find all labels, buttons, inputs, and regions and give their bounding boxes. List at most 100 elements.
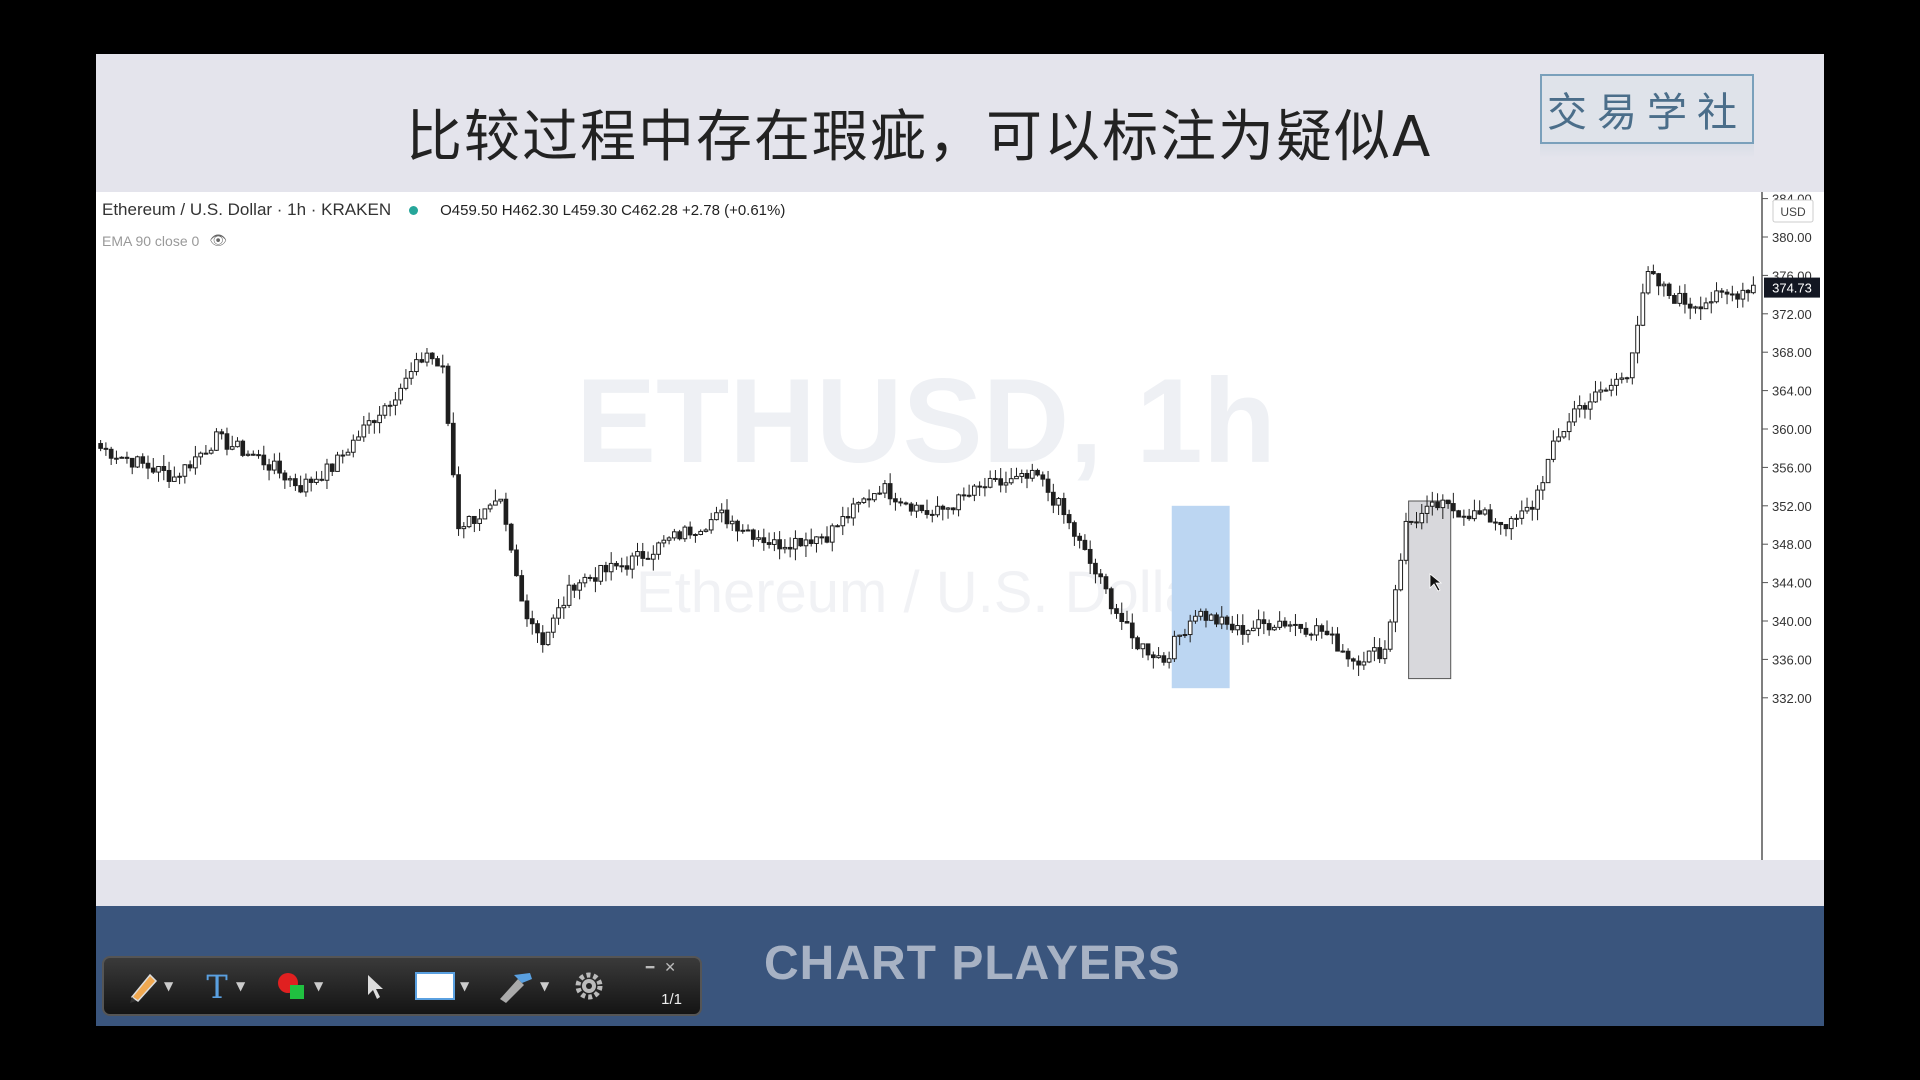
candle bbox=[819, 533, 825, 545]
candlestick-chart[interactable]: ETHUSD, 1h Ethereum / U.S. Dollar 384.00… bbox=[96, 192, 1824, 860]
candle bbox=[1577, 395, 1583, 418]
hidden-eye-icon[interactable]: 👁︎ bbox=[209, 232, 228, 248]
candle bbox=[1366, 650, 1372, 664]
candle bbox=[256, 449, 261, 459]
candle bbox=[1293, 614, 1298, 637]
candle bbox=[1019, 469, 1025, 484]
candle bbox=[277, 452, 282, 479]
candle bbox=[319, 470, 325, 482]
candle bbox=[1061, 492, 1067, 524]
candle bbox=[693, 533, 698, 543]
text-tool[interactable]: T ▼ bbox=[202, 966, 245, 1006]
candle bbox=[850, 497, 856, 526]
candle bbox=[550, 614, 556, 639]
candle bbox=[1351, 657, 1356, 670]
highlight-box[interactable] bbox=[1171, 505, 1230, 689]
minimize-icon[interactable]: ━ bbox=[645, 960, 665, 976]
chevron-down-icon[interactable]: ▼ bbox=[540, 979, 550, 993]
candle bbox=[1282, 617, 1288, 629]
symbol-label[interactable]: Ethereum / U.S. Dollar · 1h · KRAKEN bbox=[102, 200, 392, 219]
candle bbox=[214, 428, 219, 451]
candle bbox=[708, 512, 714, 534]
window-controls[interactable]: ━✕ bbox=[646, 960, 686, 976]
candle bbox=[1287, 621, 1293, 632]
candle bbox=[177, 472, 182, 485]
candle bbox=[698, 529, 704, 536]
candle bbox=[1240, 614, 1246, 645]
indicator-name[interactable]: EMA 90 close 0 bbox=[102, 232, 200, 249]
candle bbox=[1087, 540, 1093, 575]
candle bbox=[450, 412, 456, 478]
candle bbox=[782, 539, 788, 554]
chart-panel[interactable]: ETHUSD, 1h Ethereum / U.S. Dollar 384.00… bbox=[96, 192, 1824, 860]
chevron-down-icon[interactable]: ▼ bbox=[314, 979, 324, 993]
candle bbox=[1214, 612, 1219, 628]
candle bbox=[872, 493, 877, 503]
candle bbox=[593, 567, 598, 593]
candle bbox=[182, 464, 188, 484]
candle bbox=[1119, 602, 1125, 630]
candle bbox=[1093, 558, 1098, 584]
candle bbox=[340, 449, 346, 464]
candle bbox=[640, 542, 646, 567]
candle bbox=[1298, 623, 1304, 634]
chevron-down-icon[interactable]: ▼ bbox=[460, 979, 470, 993]
chevron-down-icon[interactable]: ▼ bbox=[164, 979, 174, 993]
candle bbox=[403, 369, 409, 391]
candle bbox=[361, 415, 367, 442]
candle bbox=[435, 355, 440, 367]
chevron-down-icon[interactable]: ▼ bbox=[236, 979, 246, 993]
candle bbox=[1493, 518, 1498, 531]
candle bbox=[1072, 520, 1077, 546]
candle bbox=[198, 451, 203, 465]
candle bbox=[514, 544, 519, 577]
pointer-icon bbox=[368, 975, 383, 999]
candle bbox=[672, 528, 677, 541]
candle bbox=[1751, 276, 1756, 295]
pen-tool[interactable]: ▼ bbox=[126, 966, 173, 1006]
brand-logo: 交易学社 bbox=[1540, 74, 1754, 144]
candle bbox=[598, 564, 604, 585]
rectangle-tool[interactable]: ▼ bbox=[414, 966, 469, 1006]
candle bbox=[1382, 640, 1388, 664]
candle bbox=[203, 445, 209, 455]
candle bbox=[293, 473, 298, 491]
candle bbox=[1703, 297, 1709, 310]
pointer-tool[interactable] bbox=[364, 966, 386, 1006]
annotation-toolbar[interactable]: ▼ T ▼ ▼ bbox=[102, 956, 702, 1016]
candle bbox=[998, 468, 1004, 493]
candle bbox=[1303, 622, 1309, 638]
price-tick-label: 336.00 bbox=[1772, 652, 1812, 667]
color-tool[interactable]: ▼ bbox=[274, 966, 323, 1006]
candle bbox=[882, 480, 888, 499]
candle bbox=[845, 507, 851, 524]
pen-icon bbox=[130, 973, 158, 1003]
candle bbox=[1524, 497, 1530, 514]
candle bbox=[577, 579, 582, 600]
mouse-cursor-icon bbox=[1429, 573, 1443, 592]
candle bbox=[1040, 471, 1046, 487]
candle bbox=[798, 537, 804, 547]
candle bbox=[1477, 500, 1483, 515]
candle bbox=[993, 470, 998, 482]
currency-box[interactable] bbox=[1772, 199, 1814, 223]
close-icon[interactable]: ✕ bbox=[664, 960, 686, 976]
highlight-box[interactable] bbox=[1408, 500, 1452, 680]
candle bbox=[919, 504, 925, 514]
candle bbox=[445, 363, 451, 427]
candle bbox=[1372, 636, 1377, 662]
candle bbox=[603, 561, 609, 582]
candle bbox=[1235, 614, 1240, 636]
settings-tool[interactable] bbox=[572, 966, 606, 1006]
watermark-subtitle: Ethereum / U.S. Dollar bbox=[636, 560, 1216, 625]
candle bbox=[282, 470, 288, 489]
eraser-tool[interactable]: ▼ bbox=[496, 966, 549, 1006]
candle bbox=[1319, 623, 1325, 639]
candle bbox=[898, 497, 904, 507]
candle bbox=[1672, 293, 1677, 304]
rectangle-icon bbox=[415, 972, 455, 1000]
footer-brand: CHART PLAYERS bbox=[764, 937, 1181, 990]
chart-bottom-band bbox=[96, 860, 1824, 906]
candle bbox=[1640, 283, 1646, 327]
candle bbox=[166, 461, 172, 489]
